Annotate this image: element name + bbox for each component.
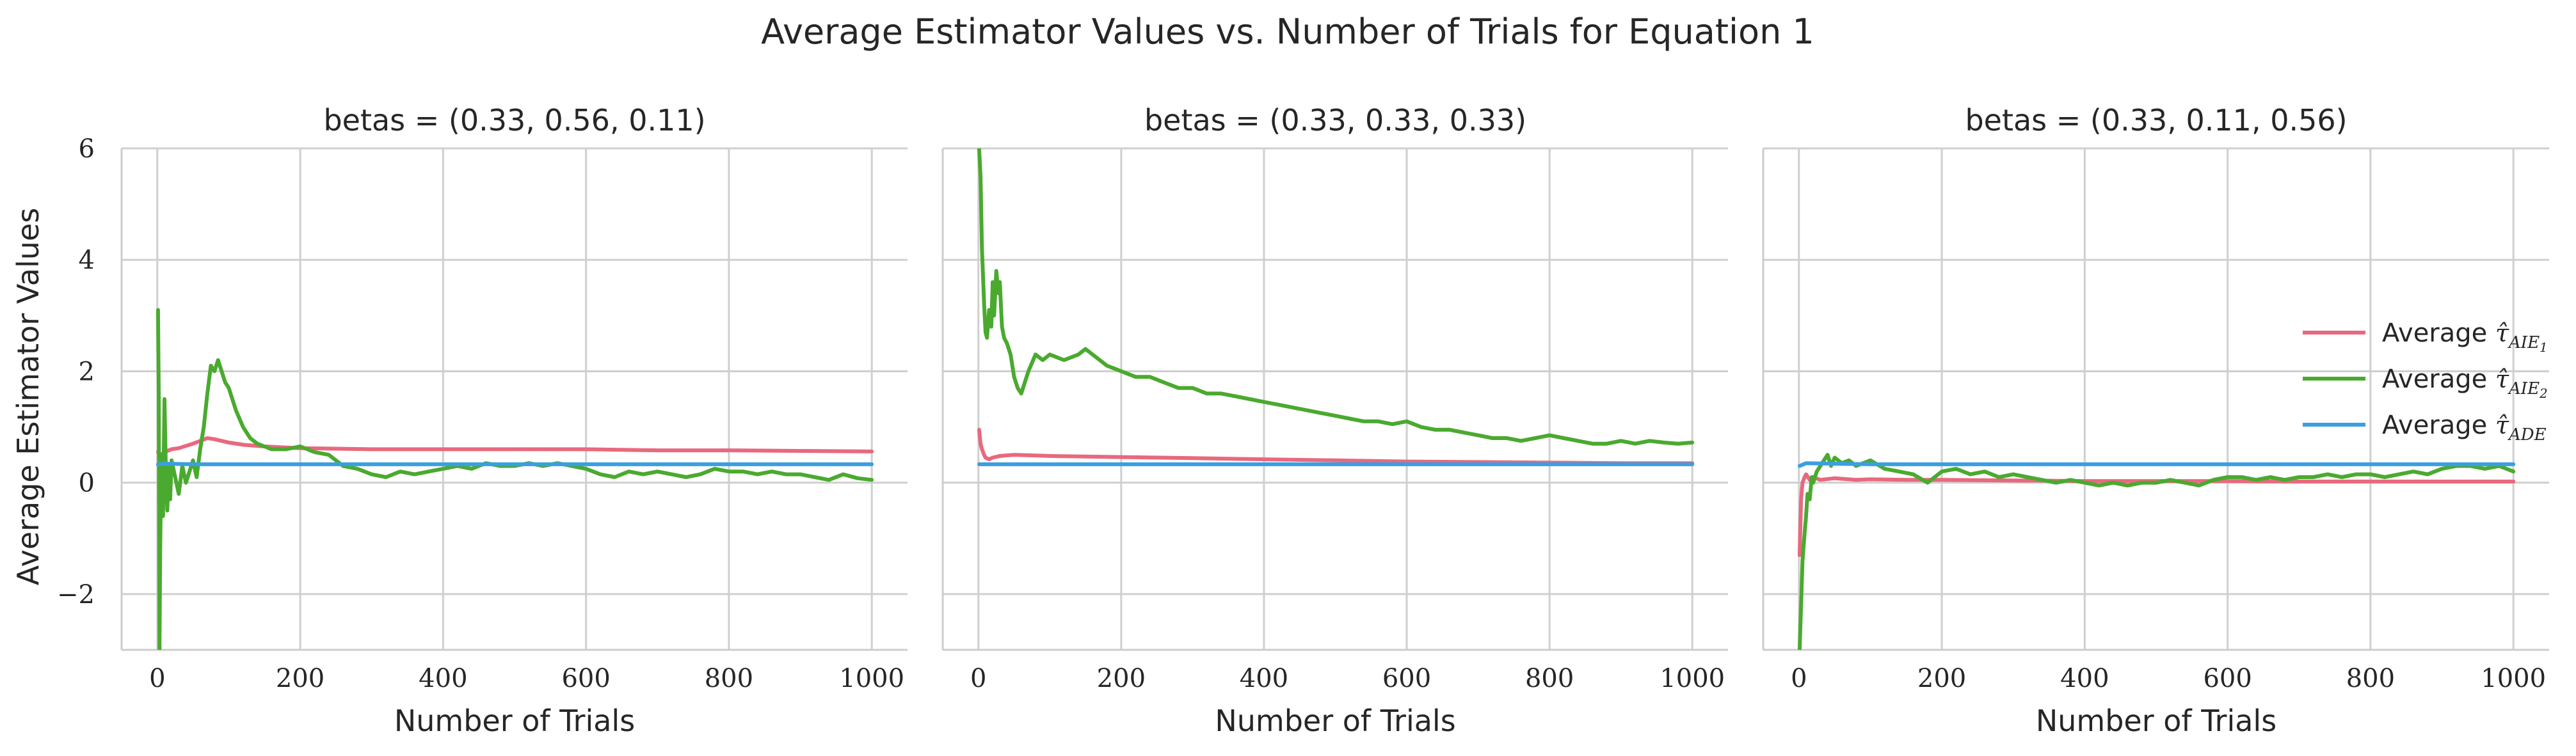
- x-tick-label: 800: [705, 664, 753, 693]
- series-aie1-line: [1797, 472, 2516, 557]
- gridlines: [1763, 147, 2549, 650]
- legend-label: Average τ̂AIE2: [2382, 365, 2548, 401]
- x-tick-label: 0: [1791, 664, 1807, 693]
- panel-title: betas = (0.33, 0.33, 0.33): [1144, 103, 1526, 138]
- gridlines: [943, 147, 1728, 650]
- series-aie2-line: [156, 308, 874, 650]
- panel-title: betas = (0.33, 0.56, 0.11): [323, 103, 705, 138]
- x-tick-label: 600: [1382, 664, 1431, 693]
- x-tick-label: 200: [1917, 664, 1966, 693]
- y-tick-label: 0: [79, 469, 95, 498]
- legend-label: Average τ̂AIE1: [2382, 319, 2548, 355]
- series-aie1-line: [977, 427, 1695, 466]
- series-aie1-line: [156, 436, 874, 457]
- panel-1: betas = (0.33, 0.56, 0.11) 0 200 400 600 800 1…: [57, 103, 908, 738]
- x-tick-label: 800: [2346, 664, 2395, 693]
- series-ade-line: [1797, 461, 2516, 468]
- x-tick-label: 1000: [2481, 664, 2546, 693]
- panel-title: betas = (0.33, 0.11, 0.56): [1965, 103, 2347, 138]
- legend: Average τ̂AIE1 Average τ̂AIE2 Average τ̂AD…: [2303, 319, 2548, 445]
- chart-title: Average Estimator Values vs. Number of T…: [761, 12, 1814, 52]
- y-axis-label: Average Estimator Values: [11, 208, 45, 585]
- series-group: [977, 148, 1695, 466]
- x-axis-label: Number of Trials: [2036, 704, 2276, 738]
- series-aie2-line: [1797, 453, 2516, 650]
- y-tick-label: 6: [79, 134, 95, 164]
- series-aie2-line: [977, 148, 1695, 446]
- x-tick-label: 200: [1097, 664, 1146, 693]
- x-axis-label: Number of Trials: [394, 704, 635, 738]
- x-tick-label: 400: [1240, 664, 1288, 693]
- y-tick-label: 2: [79, 357, 95, 386]
- x-tick-label: 600: [2203, 664, 2252, 693]
- x-tick-label: 400: [2060, 664, 2109, 693]
- x-axis-label: Number of Trials: [1215, 704, 1455, 738]
- x-tick-label: 0: [970, 664, 986, 693]
- x-tick-label: 1000: [1660, 664, 1725, 693]
- series-group: [156, 308, 874, 650]
- panel-3: betas = (0.33, 0.11, 0.56) 0 200 400 600 800 1…: [1762, 103, 2549, 738]
- legend-label: Average τ̂ADE: [2382, 411, 2547, 445]
- legend-entry: Average τ̂AIE2: [2303, 365, 2548, 401]
- y-tick-label: 4: [79, 246, 95, 275]
- series-group: [1797, 453, 2516, 650]
- x-tick-label: 800: [1525, 664, 1574, 693]
- x-tick-label: 400: [419, 664, 467, 693]
- panels: betas = (0.33, 0.56, 0.11)0 200 400 600 800 1…: [57, 103, 2549, 738]
- gridlines: [122, 147, 908, 650]
- x-tick-label: 0: [149, 664, 165, 693]
- x-tick-label: 1000: [839, 664, 904, 693]
- x-tick-label: 200: [276, 664, 324, 693]
- y-tick-label: −2: [57, 580, 95, 610]
- legend-entry: Average τ̂ADE: [2303, 411, 2547, 445]
- x-tick-label: 600: [561, 664, 610, 693]
- legend-entry: Average τ̂AIE1: [2303, 319, 2548, 355]
- panel-2: betas = (0.33, 0.33, 0.33) 0 200 400 600 800 1…: [941, 103, 1728, 738]
